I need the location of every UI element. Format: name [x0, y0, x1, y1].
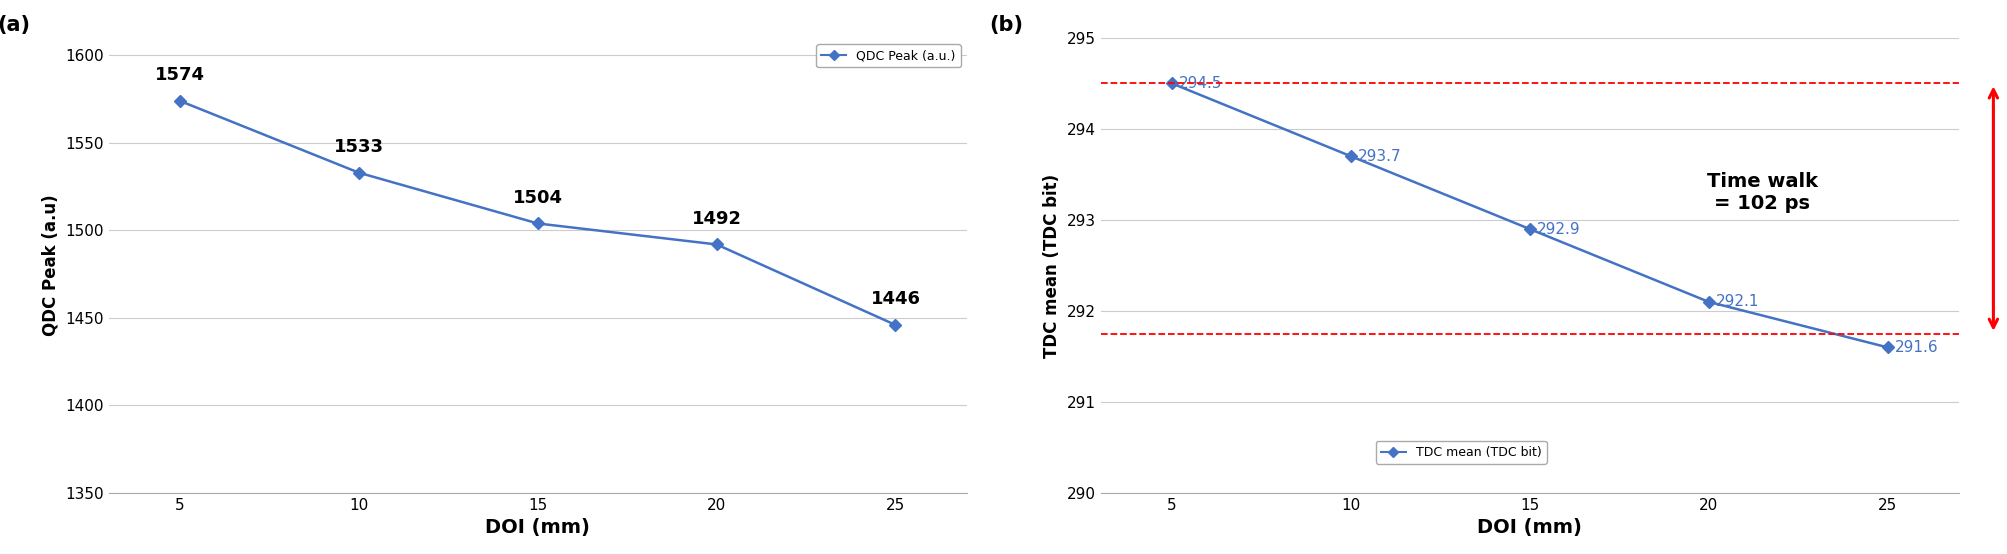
Y-axis label: QDC Peak (a.u): QDC Peak (a.u)	[42, 194, 60, 336]
Text: 1492: 1492	[692, 210, 743, 228]
Legend: QDC Peak (a.u.): QDC Peak (a.u.)	[817, 44, 961, 67]
Text: 292.1: 292.1	[1716, 294, 1758, 309]
Text: 1533: 1533	[333, 138, 383, 156]
Text: 291.6: 291.6	[1895, 340, 1939, 355]
Text: 1504: 1504	[514, 189, 562, 207]
Text: Time walk
= 102 ps: Time walk = 102 ps	[1706, 172, 1818, 213]
Legend: TDC mean (TDC bit): TDC mean (TDC bit)	[1375, 441, 1547, 464]
Text: 294.5: 294.5	[1178, 76, 1222, 91]
Text: 1574: 1574	[155, 66, 205, 84]
Y-axis label: TDC mean (TDC bit): TDC mean (TDC bit)	[1044, 173, 1062, 357]
Text: (a): (a)	[0, 16, 30, 35]
X-axis label: DOI (mm): DOI (mm)	[1477, 519, 1582, 537]
Text: (b): (b)	[989, 16, 1024, 35]
Text: 292.9: 292.9	[1537, 222, 1580, 237]
X-axis label: DOI (mm): DOI (mm)	[486, 519, 590, 537]
Text: 1446: 1446	[871, 290, 921, 308]
Text: 293.7: 293.7	[1359, 149, 1401, 164]
